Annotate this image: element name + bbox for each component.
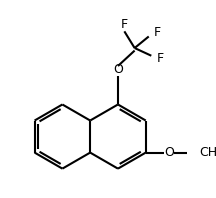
Text: O: O (113, 63, 123, 76)
Text: F: F (121, 18, 128, 31)
Text: F: F (157, 52, 164, 65)
Text: F: F (154, 26, 161, 39)
Text: O: O (164, 146, 174, 159)
Text: CH₃: CH₃ (200, 146, 216, 159)
